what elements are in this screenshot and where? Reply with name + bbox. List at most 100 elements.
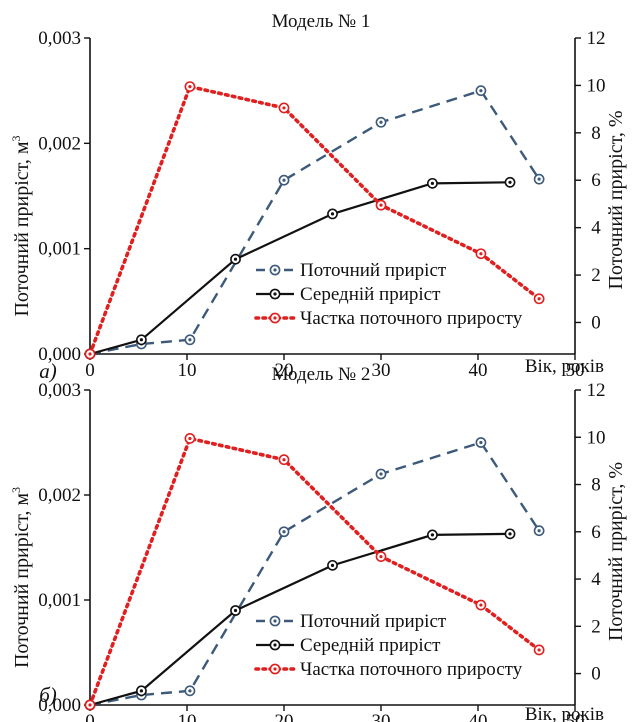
- data-point-center: [282, 530, 286, 534]
- legend-marker-center: [273, 667, 277, 671]
- x-tick-label: 20: [275, 711, 294, 722]
- y-tick-label-right: 0: [591, 312, 601, 333]
- x-tick-label: 0: [85, 360, 95, 381]
- data-point-center: [188, 84, 192, 89]
- series-3: [84, 433, 545, 711]
- x-axis-label: Вік, років: [525, 704, 604, 722]
- data-point-center: [282, 106, 286, 110]
- y-axis-label-left: Поточний приріст, м3: [9, 487, 33, 668]
- data-point-center: [88, 703, 92, 707]
- x-tick-label: 0: [85, 711, 95, 722]
- y-tick-label-right: 8: [591, 475, 601, 496]
- data-point-center: [379, 472, 383, 476]
- y-tick-label-left: 0,002: [38, 133, 81, 154]
- x-tick-label: 50: [566, 711, 585, 722]
- y-tick-label-right: 12: [587, 28, 606, 49]
- y-axis-label-text: Поточний приріст, м: [11, 141, 33, 316]
- data-point-center: [330, 212, 335, 216]
- y-axis-label-superscript: 3: [9, 487, 23, 493]
- x-axis-label: Вік, років: [525, 356, 604, 377]
- data-point-center: [537, 529, 541, 533]
- legend-label: Середній приріст: [300, 284, 441, 305]
- legend-label: Поточний приріст: [300, 260, 447, 281]
- y-tick-label-right: 0: [591, 664, 601, 685]
- data-point-center: [139, 338, 144, 342]
- panel-label: б): [39, 683, 57, 707]
- data-point-center: [233, 257, 238, 261]
- y-axis-label-text: Поточний приріст, м: [11, 493, 33, 668]
- y-tick-label-left: 0,003: [38, 380, 81, 401]
- chart-title: Модель № 1: [272, 11, 371, 32]
- x-tick-label: 10: [178, 711, 197, 722]
- x-tick-label: 10: [178, 360, 197, 381]
- series-line: [89, 181, 511, 356]
- y-tick-label-right: 10: [587, 75, 606, 96]
- y-tick-label-right: 12: [587, 380, 606, 401]
- data-point-center: [537, 648, 541, 652]
- chart-title: Модель № 2: [272, 364, 371, 385]
- y-tick-label-left: 0,001: [38, 239, 81, 260]
- data-point-center: [537, 177, 541, 181]
- y-tick-label-right: 6: [591, 170, 601, 191]
- y-tick-label-right: 8: [591, 123, 601, 144]
- data-point-center: [282, 178, 286, 182]
- legend-label: Частка поточного приросту: [300, 659, 523, 680]
- data-point-center: [379, 554, 383, 559]
- y-axis-label-superscript: 3: [9, 135, 23, 141]
- x-tick-label: 40: [469, 711, 488, 722]
- data-point-center: [430, 533, 435, 537]
- legend-marker-center: [273, 268, 277, 272]
- data-point-center: [188, 338, 192, 342]
- y-tick-label-left: 0,000: [38, 344, 81, 365]
- y-tick-label-left: 0,003: [38, 28, 81, 49]
- legend-marker-center: [273, 292, 277, 296]
- legend-label: Середній приріст: [300, 635, 441, 656]
- y-axis-label-right: Поточний приріст, %: [605, 462, 627, 641]
- y-tick-label-left: 0,000: [38, 695, 81, 716]
- y-tick-label-left: 0,001: [38, 590, 81, 611]
- data-point-center: [139, 689, 144, 693]
- y-tick-label-right: 6: [591, 522, 601, 543]
- x-tick-label: 30: [372, 360, 391, 381]
- legend: Поточний приріст Середній приріст Частка п…: [254, 260, 523, 329]
- data-point-center: [233, 608, 238, 613]
- data-point-center: [430, 181, 435, 185]
- panel-label: а): [39, 359, 57, 383]
- legend-marker-center: [273, 316, 277, 320]
- data-point-center: [379, 203, 383, 207]
- data-point-center: [88, 352, 92, 356]
- data-point-center: [508, 532, 512, 536]
- y-tick-label-right: 2: [591, 616, 601, 637]
- x-tick-label: 20: [275, 360, 294, 381]
- data-point-center: [537, 297, 541, 301]
- series-line: [89, 532, 511, 707]
- x-tick-label: 40: [469, 360, 488, 381]
- y-tick-label-right: 10: [587, 427, 606, 448]
- x-tick-label: 50: [566, 360, 585, 381]
- data-point-center: [188, 689, 192, 693]
- y-tick-label-right: 2: [591, 265, 601, 286]
- y-tick-label-right: 4: [591, 218, 601, 239]
- legend-label: Поточний приріст: [300, 611, 447, 632]
- series-line: [88, 84, 541, 356]
- y-tick-label-left: 0,002: [38, 485, 81, 506]
- chart-panel-2: 0 10 20 30 40 50 0,000 0,001 0,002 0,003 0 2 4 6 8 10 12…: [9, 364, 627, 722]
- legend-label: Частка поточного приросту: [300, 308, 523, 329]
- data-point-center: [379, 120, 383, 124]
- y-tick-label-right: 4: [591, 569, 601, 590]
- y-axis-label-right: Поточний приріст, %: [605, 110, 627, 289]
- series-3: [84, 81, 545, 360]
- legend-marker-center: [273, 643, 277, 647]
- data-point-center: [479, 252, 483, 256]
- data-point-center: [479, 89, 483, 93]
- data-point-center: [188, 436, 192, 441]
- series-line: [88, 436, 541, 707]
- y-axis-label-left: Поточний приріст, м3: [9, 135, 33, 316]
- x-tick-label: 30: [372, 711, 391, 722]
- legend-marker-center: [273, 619, 277, 623]
- data-point-center: [508, 180, 512, 184]
- data-point-center: [479, 603, 483, 607]
- data-point-center: [330, 563, 335, 567]
- chart-panel-1: 0 10 20 30 40 50 0,000 0,001 0,002 0,003 0 2 4 6 8 10 12…: [9, 11, 627, 383]
